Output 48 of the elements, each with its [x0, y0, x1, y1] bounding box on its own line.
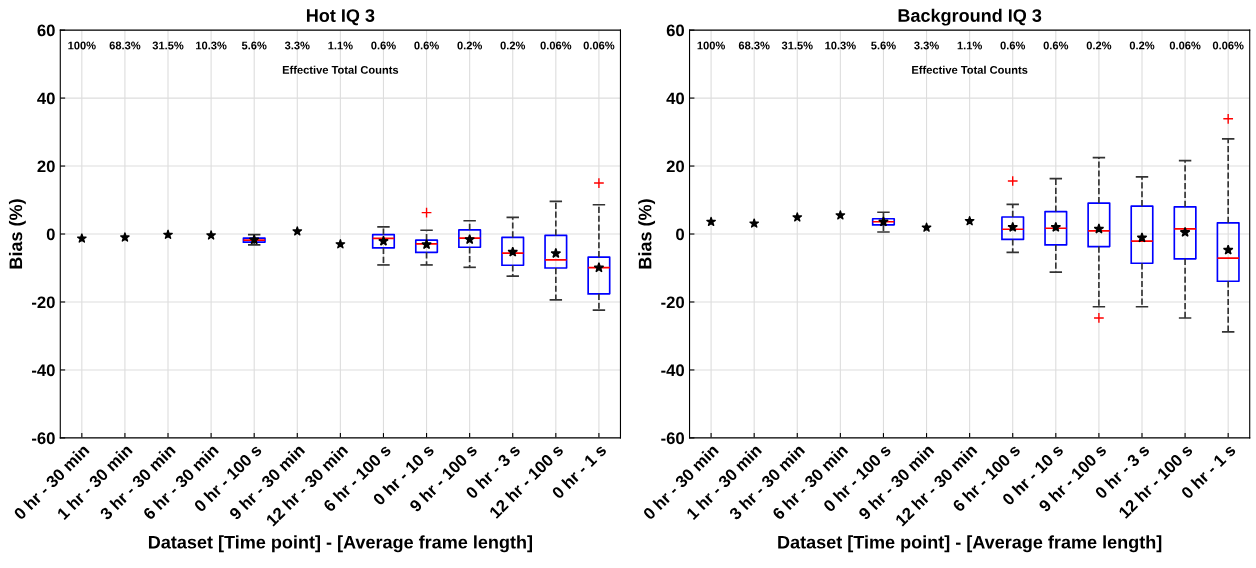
y-tick-label: -40: [661, 364, 684, 377]
annotation: 0.06%: [540, 41, 572, 50]
y-tick-label: 40: [666, 92, 684, 105]
y-tick-label: 0: [676, 228, 684, 241]
annotation: 100%: [68, 41, 96, 50]
annotation: 5.6%: [871, 41, 896, 50]
x-axis-title: Dataset [Time point] - [Average frame length]: [778, 535, 1162, 553]
annotation: 0.06%: [1212, 41, 1244, 50]
annotation: 0.2%: [1086, 41, 1112, 50]
annotation: Effective Total Counts: [912, 65, 1028, 74]
annotation: 0.6%: [371, 41, 396, 50]
y-tick-label: 60: [666, 24, 684, 37]
y-tick-label: -20: [661, 296, 684, 309]
annotation: 0.6%: [414, 41, 439, 50]
annotation: 10.3%: [196, 41, 227, 50]
annotation: 0.06%: [583, 41, 615, 50]
annotation: 31.5%: [152, 41, 184, 50]
y-tick-label: 40: [37, 92, 55, 105]
annotation: 0.2%: [1129, 41, 1155, 50]
y-axis-title: Bias (%): [638, 199, 656, 269]
chart-title: Background IQ 3: [898, 8, 1042, 26]
annotation: 5.6%: [241, 41, 267, 50]
x-axis-title: Dataset [Time point] - [Average frame length]: [148, 535, 532, 553]
y-tick-label: -20: [31, 296, 55, 309]
y-tick-label: -60: [31, 432, 55, 445]
annotation: 68.3%: [738, 41, 770, 50]
y-tick-label: 20: [666, 160, 684, 173]
annotation: 0.2%: [500, 41, 526, 50]
annotation: 0.2%: [457, 41, 483, 50]
y-axis-title: Bias (%): [8, 199, 26, 269]
annotation: 68.3%: [109, 41, 141, 50]
annotation: 3.3%: [914, 41, 939, 50]
y-tick-label: 60: [37, 24, 55, 37]
annotation: 31.5%: [781, 41, 813, 50]
y-tick-label: 20: [37, 160, 55, 173]
annotation: 0.6%: [1043, 41, 1069, 50]
chart-title: Hot IQ 3: [306, 9, 375, 26]
annotation: 10.3%: [825, 41, 856, 50]
annotation: 0.6%: [1000, 41, 1026, 50]
annotation: 1.1%: [328, 41, 353, 50]
annotation: 0.06%: [1169, 41, 1201, 50]
annotation: 3.3%: [284, 41, 310, 50]
annotation: 100%: [697, 41, 726, 50]
annotation: Effective Total Counts: [282, 65, 399, 74]
y-tick-label: -60: [661, 432, 684, 445]
annotation: 1.1%: [957, 41, 982, 50]
y-tick-label: -40: [31, 364, 55, 377]
y-tick-label: 0: [46, 228, 55, 241]
